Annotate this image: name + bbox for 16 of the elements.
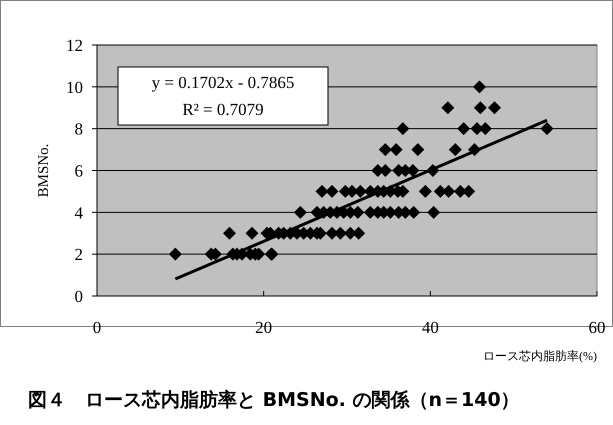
y-tick-label: 12 <box>66 36 83 55</box>
x-tick-label: 20 <box>255 318 272 337</box>
x-tick-label: 0 <box>92 318 102 337</box>
x-tick-label: 40 <box>422 318 439 337</box>
y-tick-label: 2 <box>74 245 83 264</box>
annotation: y = 0.1702x - 0.7865 <box>152 73 294 92</box>
y-axis-title: BMSNo. <box>36 144 52 198</box>
text: 図４ ロース芯内脂肪率と BMSNo. の関係（n＝140） <box>28 389 520 411</box>
y-tick-label: 8 <box>74 120 83 139</box>
annotation: R² = 0.7079 <box>182 100 264 119</box>
x-axis-title: ロース芯内脂肪率(%) <box>483 349 597 363</box>
y-tick-label: 0 <box>74 287 83 306</box>
y-tick-label: 10 <box>66 78 83 97</box>
y-tick-label: 6 <box>74 162 83 180</box>
y-tick-label: 4 <box>74 203 84 222</box>
x-tick-label: 60 <box>588 318 606 337</box>
